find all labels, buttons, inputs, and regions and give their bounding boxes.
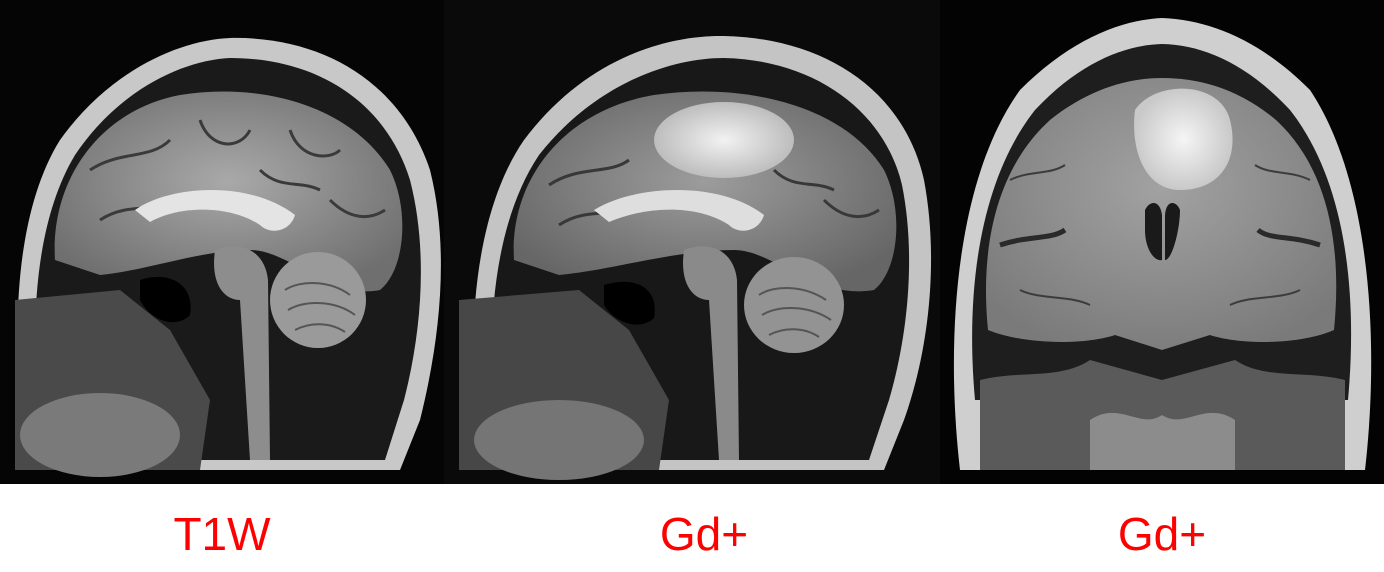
- mri-sagittal-t1w-image: [0, 0, 444, 484]
- brainstem-shape: [214, 246, 270, 460]
- cerebrum-shape: [513, 91, 897, 292]
- corpus-callosum-shape: [594, 190, 764, 231]
- mri-sagittal-t1w-graphic: [15, 37, 441, 477]
- caption-gd-sagittal: Gd+: [659, 508, 749, 560]
- mri-sagittal-gd-graphic: [459, 35, 932, 480]
- cerebellum-shape: [270, 252, 366, 348]
- mri-coronal-gd-image: [940, 0, 1384, 484]
- brainstem-shape: [683, 246, 739, 460]
- enhancing-lesion-shape: [1134, 88, 1233, 190]
- ventricle-shape: [1145, 203, 1162, 261]
- cerebellum-shape: [744, 257, 844, 353]
- mri-sagittal-gd-image: [444, 0, 940, 484]
- enhancing-lesion-shape: [654, 102, 794, 178]
- mri-coronal-gd-graphic: [953, 18, 1372, 470]
- caption-t1w: T1W: [173, 508, 271, 560]
- caption-gd-coronal: Gd+: [1117, 508, 1207, 560]
- corpus-callosum-shape: [135, 190, 295, 231]
